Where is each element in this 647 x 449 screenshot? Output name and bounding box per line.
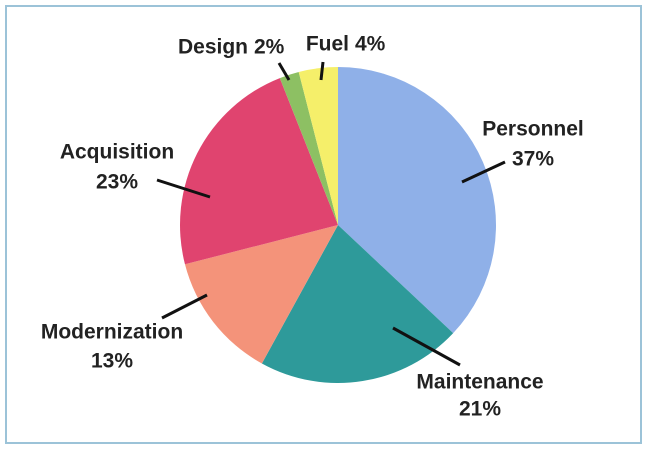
slice-label: Personnel [482, 118, 584, 141]
slice-label: Modernization [41, 321, 183, 344]
slice-label: Fuel [306, 33, 349, 56]
slice-value: 4% [355, 33, 386, 56]
slice-label: Design [178, 36, 248, 59]
slice-value: 2% [254, 36, 285, 59]
leader-line [321, 62, 323, 80]
slice-value: 13% [91, 350, 133, 373]
slice-value: 21% [459, 398, 501, 421]
slice-label: Maintenance [416, 371, 543, 394]
page: {"chart_data": {"type": "pie", "categori… [0, 0, 647, 449]
slice-value: 37% [512, 148, 554, 171]
slice-value: 23% [96, 171, 138, 194]
chart: Personnel 37% Maintenance 21% Modernization 1… [0, 0, 647, 449]
slice-label: Acquisition [60, 141, 174, 164]
